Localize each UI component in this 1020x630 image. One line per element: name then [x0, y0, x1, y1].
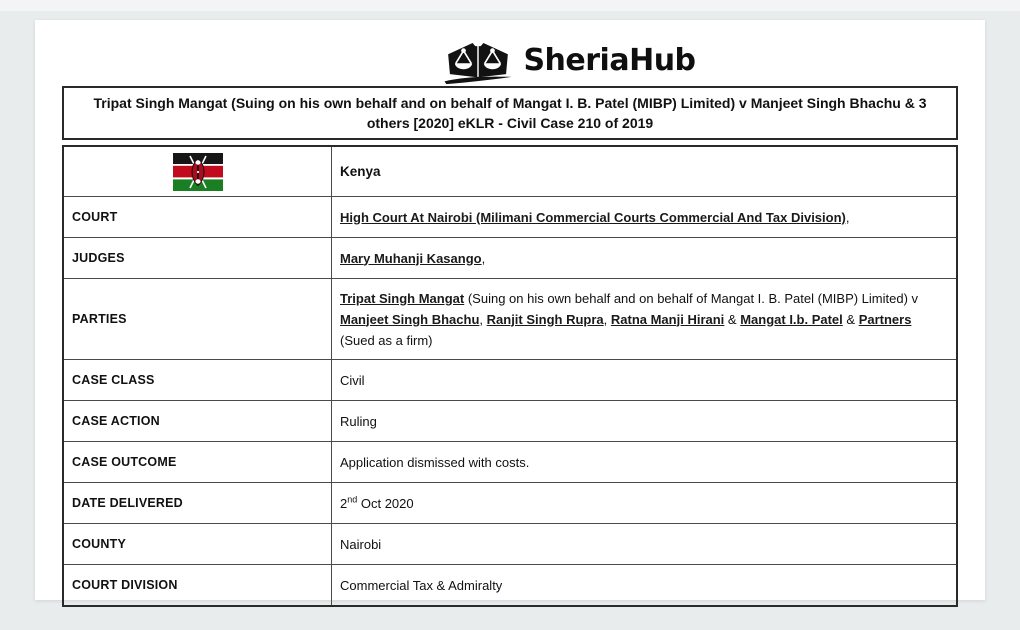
case-link[interactable]: Partners — [858, 311, 912, 327]
row-value: Mary Muhanji Kasango, — [340, 250, 486, 266]
row-label: CASE CLASS — [64, 360, 332, 400]
row-label: CASE OUTCOME — [64, 442, 332, 482]
country-flag-cell — [64, 147, 332, 196]
case-link[interactable]: Mary Muhanji Kasango — [340, 250, 482, 266]
row-case-outcome: CASE OUTCOME Application dismissed with c… — [64, 441, 956, 482]
row-court: COURT High Court At Nairobi (Milimani Com… — [64, 196, 956, 237]
page-top-strip — [0, 0, 1020, 11]
row-country: Kenya — [64, 147, 956, 196]
row-value: Commercial Tax & Admiralty — [340, 577, 503, 593]
row-label: DATE DELIVERED — [64, 483, 332, 523]
kenya-flag — [172, 152, 223, 191]
row-label: COURT DIVISION — [64, 565, 332, 605]
row-case-class: CASE CLASS Civil — [64, 359, 956, 400]
row-value: Application dismissed with costs. — [340, 454, 530, 470]
row-value: Ruling — [340, 413, 377, 429]
scales-of-justice-icon — [444, 42, 512, 84]
row-county: COUNTY Nairobi — [64, 523, 956, 564]
case-details-table: Kenya COURT High Court At Nairobi (Milima… — [62, 145, 958, 607]
case-link[interactable]: Mangat I.b. Patel — [740, 311, 843, 327]
brand-name: SheriaHub — [523, 43, 696, 78]
row-value: High Court At Nairobi (Milimani Commerci… — [340, 209, 850, 225]
row-case-action: CASE ACTION Ruling — [64, 400, 956, 441]
row-parties: PARTIES Tripat Singh Mangat (Suing on his… — [64, 278, 956, 359]
case-title: Tripat Singh Mangat (Suing on his own be… — [62, 86, 958, 140]
row-label: COUNTY — [64, 524, 332, 564]
row-label: JUDGES — [64, 238, 332, 278]
row-label: CASE ACTION — [64, 401, 332, 441]
ordinal-suffix: nd — [347, 494, 358, 505]
country-name: Kenya — [340, 164, 381, 179]
sheriahub-logo[interactable]: SheriaHub — [440, 36, 696, 86]
row-label: PARTIES — [64, 279, 332, 359]
row-label: COURT — [64, 197, 332, 237]
case-card: SheriaHub Tripat Singh Mangat (Suing on … — [35, 20, 985, 607]
case-link[interactable]: Ranjit Singh Rupra — [486, 311, 604, 327]
case-link[interactable]: Manjeet Singh Bhachu — [340, 311, 480, 327]
row-value: Tripat Singh Mangat (Suing on his own be… — [340, 290, 919, 348]
row-value: 2nd Oct 2020 — [340, 494, 414, 511]
case-link[interactable]: High Court At Nairobi (Milimani Commerci… — [340, 209, 846, 225]
row-court-division: COURT DIVISION Commercial Tax & Admiralty — [64, 564, 956, 605]
row-value: Civil — [340, 372, 365, 388]
row-judges: JUDGES Mary Muhanji Kasango, — [64, 237, 956, 278]
row-value: Nairobi — [340, 536, 382, 552]
row-date-delivered: DATE DELIVERED 2nd Oct 2020 — [64, 482, 956, 523]
country-name-cell: Kenya — [332, 155, 956, 188]
logo-row: SheriaHub — [35, 36, 985, 86]
case-link[interactable]: Tripat Singh Mangat — [340, 290, 465, 306]
case-link[interactable]: Ratna Manji Hirani — [610, 311, 725, 327]
